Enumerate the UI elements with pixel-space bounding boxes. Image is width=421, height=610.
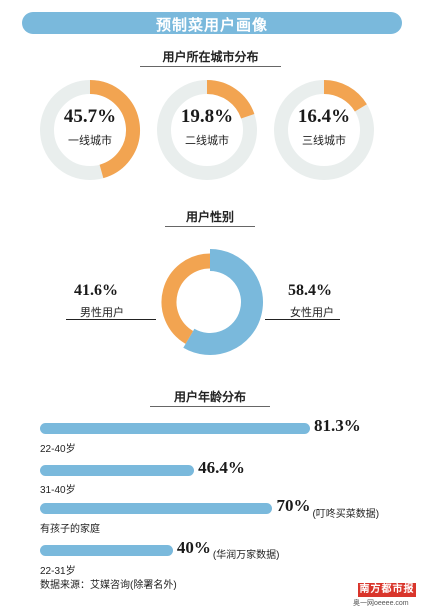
city-donut-3-svg [274, 80, 374, 180]
city-donut-1-svg [40, 80, 140, 180]
city-section-title: 用户所在城市分布 [162, 50, 259, 64]
age-section-rule [150, 406, 270, 407]
age-bar [40, 503, 273, 514]
donut-slice [89, 80, 140, 179]
slice-category-label: 二线城市 [185, 135, 229, 147]
bar-value-label: 70% [276, 496, 311, 515]
city-section-rule [140, 66, 281, 67]
slice-value-label: 19.8% [180, 106, 234, 127]
bar-category-label: 22-31岁 [40, 566, 76, 577]
page-title: 预制菜用户画像 [155, 17, 268, 34]
gender-section-title: 用户性别 [185, 210, 234, 224]
slice-category-label: 三线城市 [302, 135, 346, 147]
male-value-label: 41.6% [74, 282, 118, 299]
gender-donut [161, 249, 263, 355]
donut-slice-male [161, 253, 211, 344]
city-donut-1: 45.7% 一线城市 [38, 78, 142, 182]
age-section-title: 用户年龄分布 [173, 390, 246, 404]
newspaper-logo: 南方都市报 [358, 583, 416, 597]
male-leader-line [66, 319, 156, 320]
bar-category-label: 31-40岁 [40, 485, 76, 496]
slice-value-label: 16.4% [297, 106, 351, 127]
newspaper-logo-sub: 奥一网oeeee.com [353, 600, 409, 607]
female-value-label: 58.4% [288, 282, 332, 299]
age-bar [40, 545, 173, 556]
age-bar [40, 465, 195, 476]
bar-value-label: 46.4% [198, 458, 245, 477]
title-banner: 预制菜用户画像 [22, 12, 402, 34]
bar-source-note: (华润万家数据) [212, 550, 280, 561]
city-donut-3: 16.4% 三线城市 [272, 78, 376, 182]
city-donut-2-svg [157, 80, 257, 180]
gender-section-rule [165, 226, 255, 227]
donut-slice-female [183, 249, 263, 355]
bar-category-label: 22-40岁 [40, 444, 76, 455]
city-donut-2: 19.8% 二线城市 [155, 78, 259, 182]
donut-slice [206, 80, 255, 119]
bar-value-label: 40% [176, 538, 211, 557]
female-leader-line [265, 319, 340, 320]
slice-category-label: 一线城市 [68, 135, 112, 147]
male-category-label: 男性用户 [80, 307, 124, 319]
slice-value-label: 45.7% [63, 106, 117, 127]
data-source-note: 数据来源：艾媒咨询(除署名外) [40, 580, 177, 591]
donut-slice [323, 80, 367, 112]
age-bar [40, 423, 310, 434]
bar-value-label: 81.3% [314, 416, 361, 435]
bar-source-note: (叮咚买菜数据) [312, 509, 380, 520]
bar-category-label: 有孩子的家庭 [40, 524, 100, 535]
female-category-label: 女性用户 [290, 307, 334, 319]
